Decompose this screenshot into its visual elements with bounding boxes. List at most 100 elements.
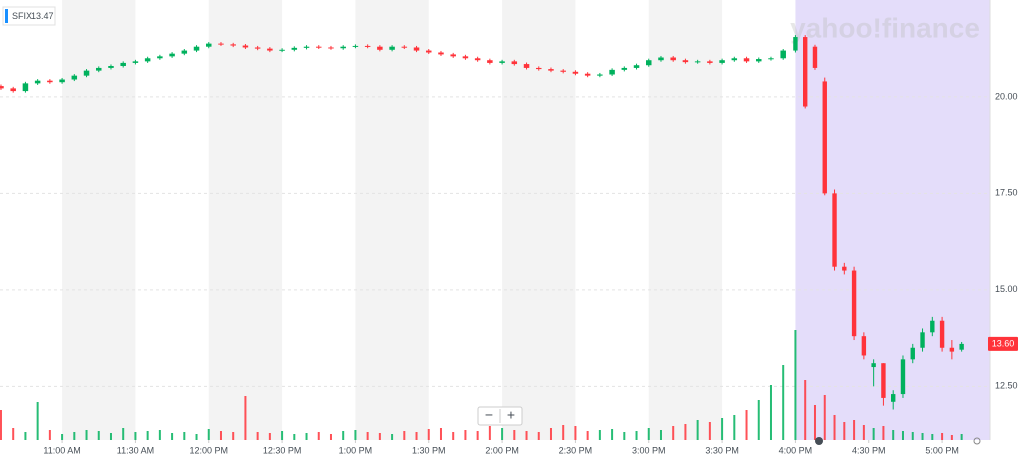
volume-bar	[931, 434, 934, 440]
x-tick-label: 12:00 PM	[189, 445, 228, 455]
volume-bar	[366, 432, 369, 440]
candle-body	[658, 57, 664, 61]
candle-body	[930, 320, 935, 333]
x-tick-label: 2:00 PM	[485, 445, 519, 455]
volume-bar	[901, 431, 904, 440]
candle-body	[47, 80, 53, 83]
volume-bar	[562, 425, 565, 440]
volume-bar	[293, 434, 296, 440]
candle-body	[450, 54, 456, 57]
candle-body	[132, 61, 139, 63]
volume-bar	[659, 430, 662, 440]
candle-body	[597, 74, 603, 76]
volume-bar	[892, 430, 895, 440]
volume-bar	[769, 385, 772, 440]
candle-body	[267, 48, 273, 51]
volume-bar	[950, 435, 953, 440]
x-tick-label: 4:00 PM	[779, 445, 813, 455]
candle-body	[401, 46, 408, 48]
candle-body	[328, 47, 334, 49]
volume-bar	[794, 330, 797, 440]
candle-body	[389, 46, 395, 50]
candle-body	[633, 65, 640, 68]
candle-body	[694, 61, 701, 63]
volume-bar	[853, 420, 856, 440]
candle-body	[756, 59, 762, 62]
candle-body	[910, 347, 915, 360]
volume-bar	[823, 395, 826, 440]
candle-body	[891, 394, 896, 402]
zoom-out[interactable]: −	[485, 407, 493, 423]
y-tick-label: 15.00	[995, 284, 1018, 294]
legend-box	[2, 6, 56, 26]
candle-body	[832, 193, 837, 267]
last-price-label: 13.60	[992, 338, 1015, 348]
volume-bar	[158, 430, 161, 440]
candle-body	[871, 363, 876, 368]
volume-bar	[721, 418, 724, 440]
volume	[0, 330, 963, 440]
volume-bar	[97, 431, 100, 440]
volume-bar	[171, 433, 174, 440]
volume-bar	[782, 365, 785, 440]
x-tick-label: 5:00 PM	[925, 445, 959, 455]
y-tick-label: 20.00	[995, 91, 1018, 101]
volume-bar	[872, 428, 875, 440]
zoom-in[interactable]: +	[507, 407, 515, 423]
volume-bar	[476, 431, 479, 440]
x-tick-label: 4:30 PM	[852, 445, 886, 455]
volume-bar	[268, 433, 271, 440]
volume-bar	[354, 430, 357, 440]
candle-body	[10, 88, 16, 92]
volume-bar	[574, 426, 577, 440]
volume-bar	[537, 432, 540, 440]
candle-body	[812, 46, 818, 68]
y-tick-label: 17.50	[995, 188, 1018, 198]
volume-bar	[833, 415, 836, 440]
volume-bar	[549, 428, 552, 440]
candle-body	[193, 46, 200, 51]
candle-body	[646, 60, 652, 66]
volume-bar	[586, 431, 589, 440]
candle-body	[780, 50, 786, 59]
volume-bar	[733, 415, 736, 440]
candle-body	[291, 47, 298, 50]
candle-body	[584, 73, 591, 76]
volume-bar	[488, 426, 491, 440]
candle-body	[0, 86, 4, 89]
candle-body	[340, 46, 346, 49]
after-hours-band	[795, 0, 990, 440]
y-tick-label: 12.50	[995, 381, 1018, 391]
candle-body	[731, 58, 738, 61]
volume-bar	[207, 429, 210, 440]
volume-bar	[672, 426, 675, 440]
volume-bar	[635, 431, 638, 440]
candle-body	[377, 46, 383, 50]
candle-body	[242, 45, 249, 48]
legend-price: 13.47	[31, 11, 54, 21]
volume-bar	[24, 432, 27, 440]
volume-bar	[911, 432, 914, 440]
volume-bar	[757, 400, 760, 440]
legend-swatch	[5, 9, 8, 23]
volume-bar	[122, 428, 125, 440]
volume-bar	[464, 430, 467, 440]
volume-bar	[378, 433, 381, 440]
candle-body	[120, 62, 126, 66]
x-tick-label: 1:30 PM	[412, 445, 446, 455]
last-price-tag	[988, 336, 1018, 351]
candle-body	[34, 80, 41, 84]
volume-bar	[427, 429, 430, 440]
candle-body	[254, 47, 261, 49]
volume-bar	[183, 432, 186, 440]
volume-bar	[525, 431, 528, 440]
volume-bar	[598, 430, 601, 440]
volume-bar	[882, 426, 885, 440]
candle-body	[793, 37, 798, 51]
volume-bar	[862, 425, 865, 440]
zoom-controls: − +	[477, 406, 523, 426]
candle-body	[316, 46, 322, 48]
session-icon	[815, 437, 823, 445]
candle-body	[279, 49, 285, 51]
candle-body	[743, 58, 750, 62]
